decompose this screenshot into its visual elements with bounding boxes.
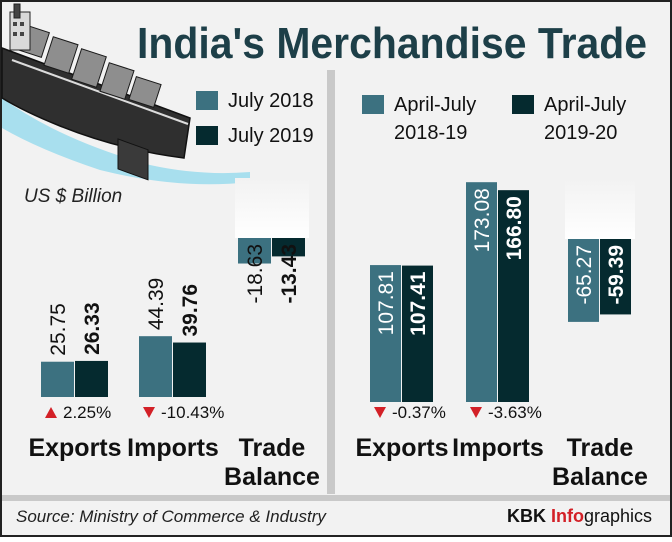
panel-monthly: July 2018 July 2019 25.75 26.33 2.25% Exports… [28,90,320,491]
bar [139,336,172,397]
legend-swatch [196,91,218,110]
legend-label: April-July [394,94,476,116]
data-label: 26.33 [81,302,104,355]
brand-logo: KBK Infographics [507,506,652,526]
data-label: 25.75 [47,303,70,356]
trade-balance-backdrop [565,179,635,239]
legend-label: July 2018 [228,90,314,112]
down-arrow-icon [143,407,155,418]
legend-label: 2019-20 [544,122,617,144]
bar [498,190,529,402]
change-label: -0.37% [392,403,446,422]
data-label: 107.41 [407,271,430,336]
legend-swatch [512,95,534,114]
bar [272,238,305,257]
bar [600,239,631,315]
legend-label: 2018-19 [394,122,467,144]
brand-highlight: Info [551,506,584,526]
bar [568,239,599,322]
brand-suffix: graphics [584,506,652,526]
brand-prefix: KBK [507,506,551,526]
bar [238,238,271,264]
data-label: -65.27 [573,245,596,305]
legend-swatch [196,126,218,145]
category-label: Balance [224,463,320,491]
unit-note: US $ Billion [24,186,122,207]
bar [41,361,74,397]
category-label: Imports [127,434,219,462]
change-label: -3.63% [488,403,542,422]
bar [75,360,108,397]
data-label: -13.43 [278,244,301,304]
data-label: 166.80 [503,196,526,260]
category-label: Exports [355,434,448,462]
legend-swatch [362,95,384,114]
chart-title: India's Merchandise Trade [137,19,647,68]
down-arrow-icon [470,407,482,418]
legend-label: April-July [544,94,626,116]
category-label: Trade [239,434,306,462]
bar [466,182,497,402]
up-arrow-icon [45,407,57,418]
data-label: -59.39 [605,245,628,305]
cargo-ship-icon [1,3,250,185]
data-label: 44.39 [145,278,168,331]
down-arrow-icon [374,407,386,418]
trade-balance-backdrop [235,178,309,238]
source-note: Source: Ministry of Commerce & Industry [16,507,327,526]
bar [173,342,206,397]
panel-cumulative: April-July 2018-19 April-July 2019-20 107.81… [355,94,648,491]
data-label: 107.81 [375,271,398,335]
data-label: -18.63 [244,244,267,304]
category-label: Trade [567,434,634,462]
category-label: Imports [452,434,544,462]
legend-label: July 2019 [228,125,314,147]
change-label: 2.25% [63,403,111,422]
bar [402,265,433,402]
change-label: -10.43% [161,403,224,422]
bar [370,265,401,402]
data-label: 39.76 [179,284,202,337]
category-label: Exports [28,434,121,462]
data-label: 173.08 [471,188,494,252]
category-label: Balance [552,463,648,491]
